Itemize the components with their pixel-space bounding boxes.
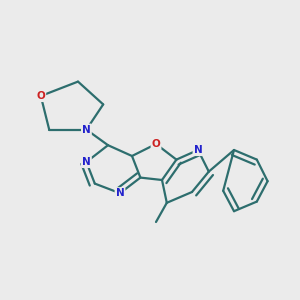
Text: N: N bbox=[194, 145, 202, 155]
Text: O: O bbox=[152, 139, 160, 149]
Text: O: O bbox=[36, 91, 45, 101]
Text: N: N bbox=[82, 157, 91, 167]
Text: N: N bbox=[82, 124, 91, 135]
Text: N: N bbox=[116, 188, 124, 198]
